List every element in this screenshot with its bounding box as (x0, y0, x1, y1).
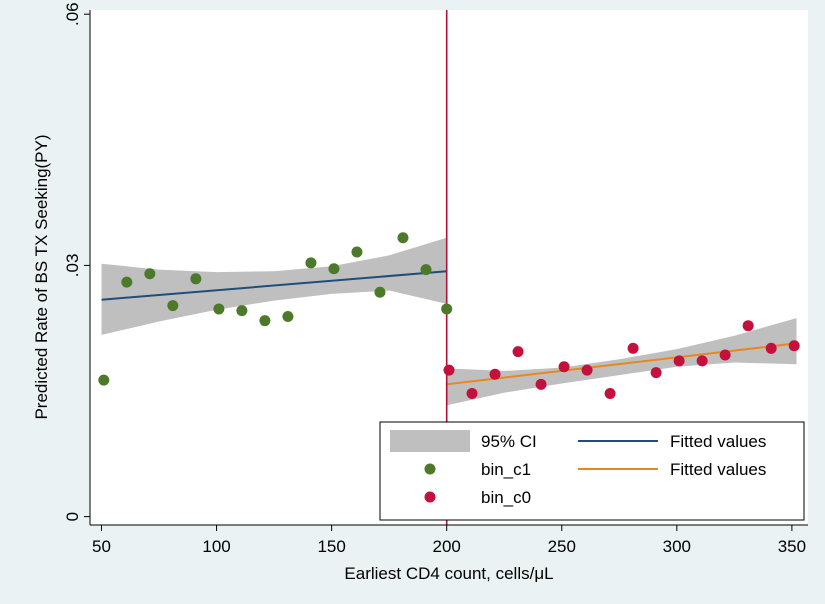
point-bin_c1 (441, 303, 453, 315)
x-tick-label: 350 (778, 537, 806, 556)
y-tick-label: .03 (63, 254, 82, 278)
point-bin_c0 (719, 349, 731, 361)
point-bin_c1 (121, 276, 133, 288)
legend-label-bin-c1: bin_c1 (481, 460, 531, 479)
point-bin_c0 (466, 388, 478, 400)
point-bin_c0 (627, 342, 639, 354)
point-bin_c0 (673, 355, 685, 367)
point-bin_c1 (420, 264, 432, 276)
point-bin_c1 (397, 232, 409, 244)
y-tick-label: 0 (63, 512, 82, 521)
point-bin_c0 (443, 364, 455, 376)
ci-band-2 (446, 318, 797, 406)
legend-swatch-bin-c1 (424, 463, 436, 475)
point-bin_c0 (604, 388, 616, 400)
x-tick-label: 150 (317, 537, 345, 556)
point-bin_c1 (305, 257, 317, 269)
legend-swatch-ci (390, 430, 470, 452)
point-bin_c0 (512, 346, 524, 358)
y-axis-title: Predicted Rate of BS TX Seeking(PY) (32, 134, 51, 419)
point-bin_c1 (213, 303, 225, 315)
y-tick-label: .06 (63, 2, 82, 26)
fitted-lines (101, 270, 797, 386)
point-bin_c1 (282, 310, 294, 322)
point-bin_c0 (765, 342, 777, 354)
point-bin_c0 (650, 367, 662, 379)
point-bin_c0 (696, 355, 708, 367)
legend-label-bin-c0: bin_c0 (481, 488, 531, 507)
point-bin_c1 (328, 263, 340, 275)
point-bin_c0 (581, 364, 593, 376)
point-bin_c1 (98, 374, 110, 386)
x-tick-label: 300 (663, 537, 691, 556)
legend-label-fit-c1: Fitted values (670, 432, 766, 451)
point-bin_c1 (374, 286, 386, 298)
x-tick-label: 100 (202, 537, 230, 556)
point-bin_c0 (535, 378, 547, 390)
point-bin_c0 (742, 320, 754, 332)
x-tick-label: 250 (548, 537, 576, 556)
point-bin_c0 (489, 368, 501, 380)
legend-label-ci: 95% CI (481, 432, 537, 451)
x-tick-label: 200 (433, 537, 461, 556)
fitted-line-1 (101, 270, 447, 301)
point-bin_c0 (558, 361, 570, 373)
point-bin_c0 (788, 340, 800, 352)
x-axis-title: Earliest CD4 count, cells/μL (344, 564, 553, 583)
point-bin_c1 (167, 300, 179, 312)
x-tick-label: 50 (92, 537, 111, 556)
point-bin_c1 (236, 305, 248, 317)
axes: 50 100 150 200 250 300 350 0 .03 .06 (63, 2, 808, 556)
point-bin_c1 (190, 273, 202, 285)
fitted-line-2 (446, 342, 797, 386)
point-bin_c1 (351, 246, 363, 258)
legend: 95% CI Fitted values bin_c1 Fitted value… (379, 421, 805, 521)
point-bin_c1 (144, 268, 156, 280)
legend-swatch-bin-c0 (424, 491, 436, 503)
point-bin_c1 (259, 315, 271, 327)
legend-label-fit-c0: Fitted values (670, 460, 766, 479)
data-points (98, 232, 800, 400)
